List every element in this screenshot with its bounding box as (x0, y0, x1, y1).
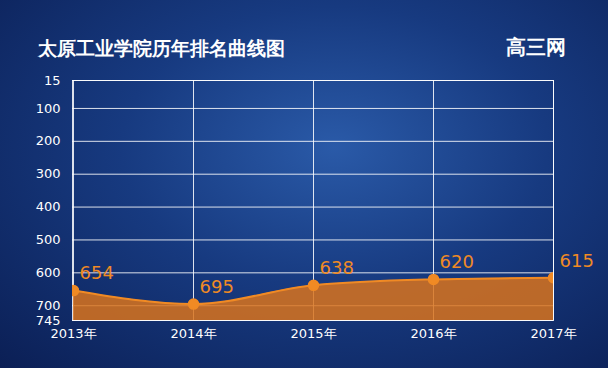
svg-text:15: 15 (44, 73, 61, 88)
svg-text:500: 500 (36, 232, 61, 247)
svg-text:300: 300 (36, 166, 61, 181)
svg-text:400: 400 (36, 199, 61, 214)
svg-text:654: 654 (80, 262, 114, 283)
html-text:高三网: 高三网 (506, 35, 566, 59)
svg-text:600: 600 (36, 265, 61, 280)
svg-text:2017年: 2017年 (530, 326, 576, 341)
svg-text:100: 100 (36, 101, 61, 116)
svg-text:2016年: 2016年 (410, 326, 456, 341)
html-text:太原工业学院历年排名曲线图: 太原工业学院历年排名曲线图 (38, 37, 285, 59)
svg-text:2013年: 2013年 (50, 326, 96, 341)
svg-text:700: 700 (36, 298, 61, 313)
svg-text:638: 638 (320, 257, 354, 278)
svg-text:2015年: 2015年 (290, 326, 336, 341)
svg-text:620: 620 (440, 251, 474, 272)
svg-text:615: 615 (560, 250, 594, 271)
svg-text:695: 695 (200, 276, 234, 297)
svg-text:2014年: 2014年 (170, 326, 216, 341)
svg-text:200: 200 (36, 133, 61, 148)
svg-text:745: 745 (35, 312, 61, 328)
